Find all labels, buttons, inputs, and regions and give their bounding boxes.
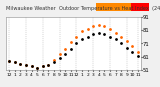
Text: Milwaukee Weather  Outdoor Temperature vs Heat Index  (24 Hours): Milwaukee Weather Outdoor Temperature vs… — [6, 6, 160, 11]
